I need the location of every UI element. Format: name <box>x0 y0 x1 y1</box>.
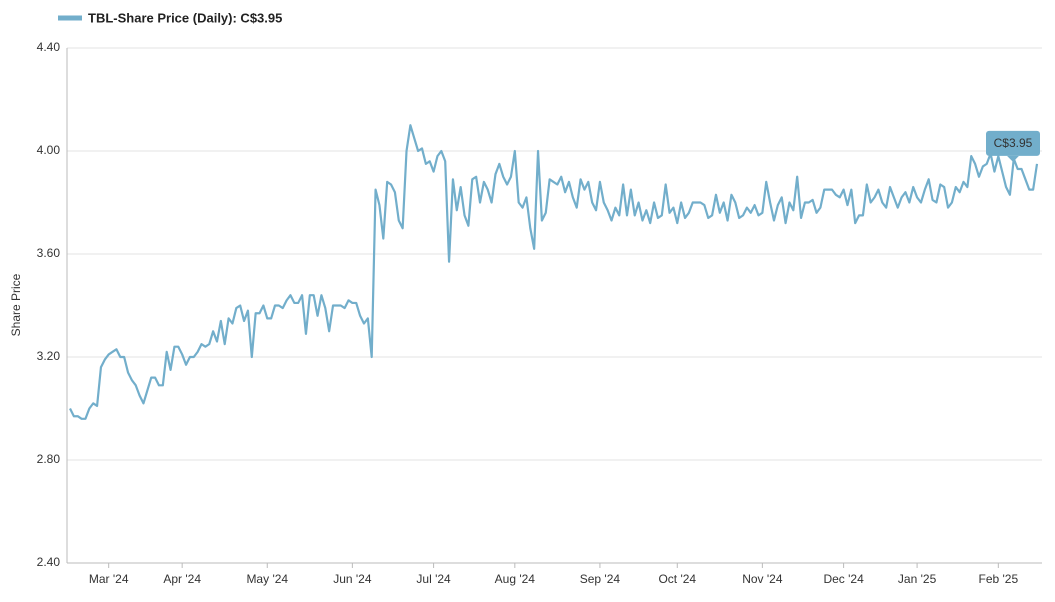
y-tick-label: 4.40 <box>37 40 61 54</box>
x-tick-label: Jun '24 <box>333 572 372 586</box>
x-tick-label: Feb '25 <box>978 572 1018 586</box>
annotation-box <box>986 130 1040 156</box>
x-tick-label: Jul '24 <box>416 572 451 586</box>
y-tick-label: 4.00 <box>37 143 61 157</box>
y-tick-label: 3.20 <box>37 349 61 363</box>
annotation-text: C$3.95 <box>994 136 1033 150</box>
x-tick-label: Jan '25 <box>898 572 937 586</box>
y-tick-label: 3.60 <box>37 246 61 260</box>
legend-text: TBL-Share Price (Daily): C$3.95 <box>88 10 282 25</box>
x-tick-label: Nov '24 <box>742 572 783 586</box>
x-tick-label: May '24 <box>246 572 288 586</box>
annotation-pointer <box>1007 155 1019 162</box>
y-tick-label: 2.80 <box>37 452 61 466</box>
y-tick-label: 2.40 <box>37 555 61 569</box>
x-tick-label: Aug '24 <box>495 572 536 586</box>
x-tick-label: Dec '24 <box>823 572 864 586</box>
x-tick-label: Sep '24 <box>580 572 621 586</box>
x-tick-label: Oct '24 <box>658 572 696 586</box>
x-tick-label: Apr '24 <box>163 572 201 586</box>
y-axis-label: Share Price <box>9 273 23 336</box>
x-tick-label: Mar '24 <box>89 572 129 586</box>
price-line <box>69 124 1039 420</box>
